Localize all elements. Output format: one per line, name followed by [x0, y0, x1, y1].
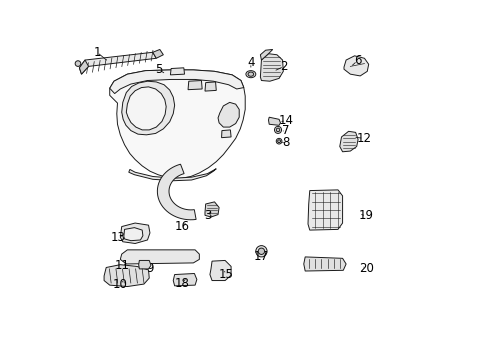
Text: 5: 5	[155, 63, 163, 76]
Polygon shape	[339, 131, 357, 152]
Polygon shape	[120, 223, 150, 243]
Text: 4: 4	[246, 57, 254, 69]
Polygon shape	[204, 202, 219, 217]
Polygon shape	[122, 81, 174, 135]
Polygon shape	[204, 82, 216, 91]
Text: 9: 9	[146, 262, 153, 275]
Circle shape	[255, 246, 266, 257]
Circle shape	[276, 138, 281, 144]
Polygon shape	[109, 70, 244, 94]
Polygon shape	[126, 87, 166, 130]
Polygon shape	[79, 52, 156, 74]
Polygon shape	[128, 169, 216, 181]
Text: 2: 2	[280, 60, 287, 73]
Polygon shape	[343, 56, 368, 76]
Text: 18: 18	[174, 276, 189, 289]
Text: 12: 12	[356, 132, 370, 145]
Polygon shape	[260, 54, 283, 81]
Text: 10: 10	[113, 278, 127, 291]
Text: 14: 14	[278, 114, 293, 127]
Circle shape	[258, 248, 264, 255]
Text: 11: 11	[114, 259, 129, 272]
Polygon shape	[260, 49, 272, 60]
Text: 6: 6	[353, 54, 361, 67]
Text: 1: 1	[93, 46, 101, 59]
Polygon shape	[104, 265, 149, 287]
Circle shape	[277, 140, 280, 143]
Text: 19: 19	[358, 210, 373, 222]
Polygon shape	[79, 60, 88, 74]
Polygon shape	[139, 260, 151, 269]
Text: 17: 17	[253, 251, 268, 264]
Circle shape	[274, 126, 281, 134]
Polygon shape	[188, 81, 202, 90]
Ellipse shape	[247, 72, 253, 76]
Polygon shape	[173, 274, 197, 286]
Text: 16: 16	[174, 220, 189, 233]
Polygon shape	[152, 49, 163, 58]
Text: 3: 3	[203, 210, 211, 222]
Polygon shape	[268, 117, 280, 125]
Polygon shape	[221, 130, 231, 138]
Polygon shape	[303, 257, 346, 271]
Circle shape	[75, 61, 81, 66]
Circle shape	[276, 128, 279, 132]
Text: 13: 13	[111, 231, 125, 244]
Text: 15: 15	[218, 268, 233, 281]
Polygon shape	[109, 70, 244, 178]
Polygon shape	[157, 164, 196, 220]
Text: 7: 7	[282, 124, 289, 137]
Polygon shape	[120, 250, 199, 264]
Polygon shape	[209, 260, 231, 280]
Polygon shape	[123, 228, 142, 241]
Polygon shape	[170, 68, 184, 75]
Polygon shape	[218, 102, 239, 127]
Polygon shape	[307, 190, 342, 230]
Ellipse shape	[245, 71, 255, 78]
Text: 8: 8	[282, 136, 289, 149]
Text: 20: 20	[358, 262, 373, 275]
